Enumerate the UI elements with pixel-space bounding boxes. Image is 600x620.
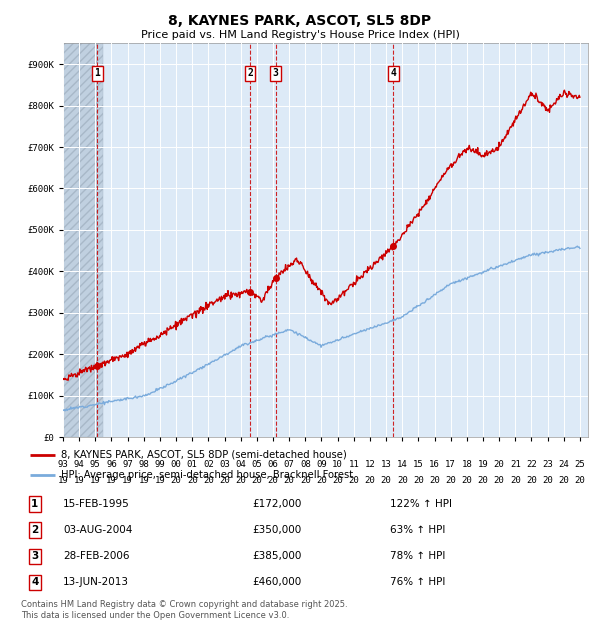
Text: 20: 20	[542, 477, 553, 485]
Text: 1: 1	[94, 68, 100, 78]
Text: 20: 20	[510, 477, 521, 485]
Text: 28-FEB-2006: 28-FEB-2006	[63, 551, 130, 561]
Text: £172,000: £172,000	[252, 499, 301, 509]
Text: 4: 4	[390, 68, 396, 78]
Text: 25: 25	[575, 460, 585, 469]
Text: 13: 13	[381, 460, 391, 469]
Text: 03: 03	[219, 460, 230, 469]
Text: 20: 20	[494, 460, 505, 469]
Text: 20: 20	[478, 477, 488, 485]
Text: 18: 18	[461, 460, 472, 469]
Text: 8, KAYNES PARK, ASCOT, SL5 8DP: 8, KAYNES PARK, ASCOT, SL5 8DP	[169, 14, 431, 28]
Text: 20: 20	[203, 477, 214, 485]
Text: 19: 19	[122, 477, 133, 485]
Text: 19: 19	[90, 477, 101, 485]
Text: 99: 99	[155, 460, 165, 469]
Text: 20: 20	[429, 477, 440, 485]
Text: 96: 96	[106, 460, 117, 469]
Text: 94: 94	[74, 460, 85, 469]
Text: 2: 2	[247, 68, 253, 78]
Text: 95: 95	[90, 460, 101, 469]
Text: 02: 02	[203, 460, 214, 469]
Text: 07: 07	[284, 460, 295, 469]
Text: 93: 93	[58, 460, 68, 469]
Text: 17: 17	[445, 460, 456, 469]
Text: 20: 20	[268, 477, 278, 485]
Text: 09: 09	[316, 460, 327, 469]
Text: 20: 20	[332, 477, 343, 485]
Text: 20: 20	[445, 477, 456, 485]
Text: 20: 20	[235, 477, 246, 485]
Text: 98: 98	[139, 460, 149, 469]
Text: 03-AUG-2004: 03-AUG-2004	[63, 525, 133, 535]
Text: 12: 12	[365, 460, 375, 469]
Text: 3: 3	[272, 68, 278, 78]
Text: 10: 10	[332, 460, 343, 469]
Text: 24: 24	[559, 460, 569, 469]
Text: 20: 20	[300, 477, 311, 485]
Text: 20: 20	[397, 477, 407, 485]
Text: 20: 20	[349, 477, 359, 485]
Text: £385,000: £385,000	[252, 551, 301, 561]
Text: 122% ↑ HPI: 122% ↑ HPI	[390, 499, 452, 509]
Text: 20: 20	[251, 477, 262, 485]
Text: £460,000: £460,000	[252, 577, 301, 587]
Text: 20: 20	[559, 477, 569, 485]
Text: 19: 19	[74, 477, 85, 485]
Text: 78% ↑ HPI: 78% ↑ HPI	[390, 551, 445, 561]
Text: 00: 00	[171, 460, 181, 469]
Text: 20: 20	[381, 477, 391, 485]
Text: 20: 20	[575, 477, 585, 485]
Text: Price paid vs. HM Land Registry's House Price Index (HPI): Price paid vs. HM Land Registry's House …	[140, 30, 460, 40]
Text: 20: 20	[526, 477, 537, 485]
Text: 20: 20	[187, 477, 197, 485]
Text: 21: 21	[510, 460, 521, 469]
Text: 11: 11	[349, 460, 359, 469]
Text: 14: 14	[397, 460, 407, 469]
Text: 19: 19	[58, 477, 68, 485]
Text: Contains HM Land Registry data © Crown copyright and database right 2025.
This d: Contains HM Land Registry data © Crown c…	[21, 600, 347, 619]
Text: 01: 01	[187, 460, 197, 469]
Text: 04: 04	[235, 460, 246, 469]
Text: £350,000: £350,000	[252, 525, 301, 535]
Text: 08: 08	[300, 460, 311, 469]
Text: 3: 3	[31, 551, 38, 561]
Text: 20: 20	[171, 477, 181, 485]
Text: 15-FEB-1995: 15-FEB-1995	[63, 499, 130, 509]
Bar	[63, 43, 103, 437]
Text: 15: 15	[413, 460, 424, 469]
Text: 20: 20	[365, 477, 375, 485]
Text: 20: 20	[316, 477, 327, 485]
Text: 2: 2	[31, 525, 38, 535]
Text: 20: 20	[219, 477, 230, 485]
Text: 22: 22	[526, 460, 537, 469]
Text: 63% ↑ HPI: 63% ↑ HPI	[390, 525, 445, 535]
Text: 76% ↑ HPI: 76% ↑ HPI	[390, 577, 445, 587]
Text: 23: 23	[542, 460, 553, 469]
Text: 13-JUN-2013: 13-JUN-2013	[63, 577, 129, 587]
Text: 05: 05	[251, 460, 262, 469]
Text: 19: 19	[139, 477, 149, 485]
Text: 97: 97	[122, 460, 133, 469]
Text: 19: 19	[155, 477, 165, 485]
Text: 1: 1	[31, 499, 38, 509]
Text: 20: 20	[284, 477, 295, 485]
Text: HPI: Average price, semi-detached house, Bracknell Forest: HPI: Average price, semi-detached house,…	[61, 469, 353, 480]
Text: 19: 19	[478, 460, 488, 469]
Text: 20: 20	[461, 477, 472, 485]
Text: 20: 20	[413, 477, 424, 485]
Text: 19: 19	[106, 477, 117, 485]
Text: 16: 16	[429, 460, 440, 469]
Text: 20: 20	[494, 477, 505, 485]
Text: 4: 4	[31, 577, 38, 587]
Text: 06: 06	[268, 460, 278, 469]
Text: 8, KAYNES PARK, ASCOT, SL5 8DP (semi-detached house): 8, KAYNES PARK, ASCOT, SL5 8DP (semi-det…	[61, 450, 346, 459]
